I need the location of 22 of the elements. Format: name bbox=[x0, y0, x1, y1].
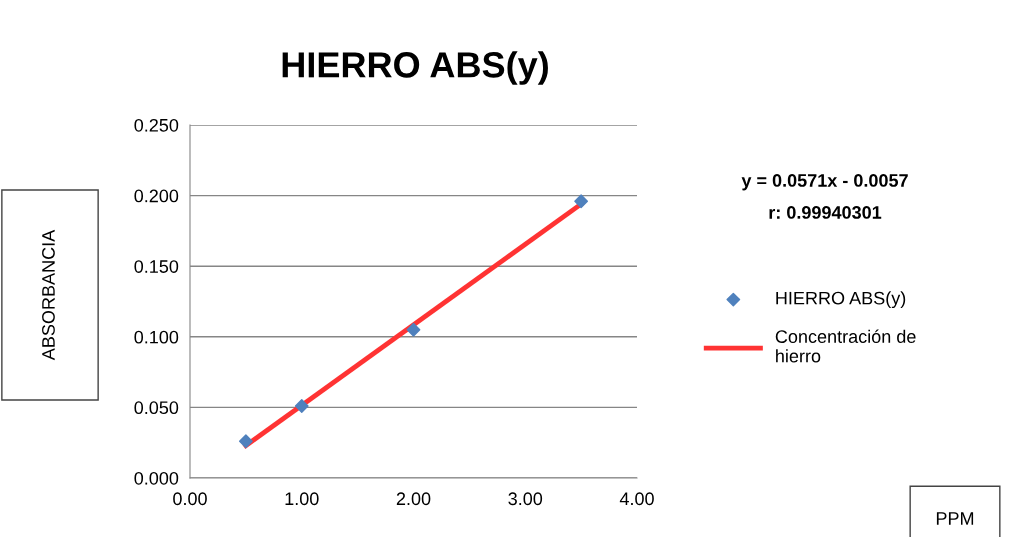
y-tick-label: 0.050 bbox=[134, 401, 179, 415]
point bbox=[238, 434, 253, 449]
legend-label: Concentración de hierro bbox=[775, 329, 916, 363]
chart-title: HIERRO ABS(y) bbox=[282, 51, 548, 85]
text: PPM bbox=[936, 512, 974, 525]
point bbox=[574, 194, 589, 209]
y-axis-title: ABSORBANCIA bbox=[42, 229, 55, 361]
x-tick-label: 3.00 bbox=[508, 492, 543, 506]
x-tick-label: 1.00 bbox=[285, 492, 319, 506]
legend-label: HIERRO ABS(y) bbox=[776, 291, 906, 309]
x-tick-label: 2.00 bbox=[396, 492, 431, 506]
y-tick-label: 0.150 bbox=[134, 260, 179, 273]
text: r: 0.99940301 bbox=[769, 206, 882, 219]
y-tick-label: 0.100 bbox=[134, 330, 179, 344]
point bbox=[406, 322, 421, 337]
y-tick-label: 0.200 bbox=[134, 189, 179, 203]
point bbox=[294, 399, 309, 413]
text: y = 0.0571x - 0.0057 bbox=[741, 174, 908, 191]
x-tick-label: 4.00 bbox=[619, 492, 654, 506]
y-tick-label: 0.250 bbox=[134, 118, 179, 132]
y-tick-label: 0.000 bbox=[134, 471, 179, 485]
x-tick-label: 0.00 bbox=[173, 492, 207, 506]
